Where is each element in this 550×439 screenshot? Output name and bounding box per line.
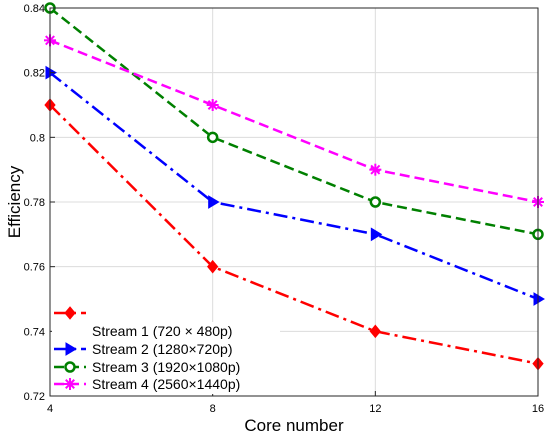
series-4 <box>44 34 544 208</box>
legend-label: Stream 3 (1920×1080p) <box>92 359 240 375</box>
x-tick-label: 8 <box>210 403 216 415</box>
data-point <box>369 163 382 176</box>
x-tick-label: 4 <box>47 403 53 415</box>
legend-label: Stream 1 (720 × 480p) <box>92 323 232 339</box>
data-point <box>206 131 219 144</box>
y-tick-label: 0.78 <box>24 197 45 209</box>
legend-entry-4: Stream 4 (2560×1440p) <box>54 376 240 392</box>
series-3 <box>44 2 544 241</box>
y-axis-label: Efficiency <box>5 165 24 238</box>
x-tick-label: 16 <box>532 403 544 415</box>
data-point <box>370 227 383 242</box>
x-tick-label: 12 <box>369 403 381 415</box>
legend: Stream 1 (720 × 480p) Stream 2 (1280×720p… <box>52 306 280 394</box>
series-2 <box>45 65 545 306</box>
series-1 <box>44 98 544 371</box>
series-line <box>49 39 539 204</box>
legend-marker <box>65 342 77 356</box>
legend-marker <box>64 306 76 320</box>
data-point <box>207 259 219 274</box>
x-axis-label: Core number <box>244 416 344 435</box>
legend-entry-2: Stream 2 (1280×720p) <box>54 341 232 357</box>
series-line <box>49 7 539 236</box>
data-point <box>369 324 381 339</box>
tick-layer: 4 8 12 16 0.72 0.74 0.76 0.78 0.8 0.82 0.84 <box>24 3 545 415</box>
asterisk-stroke <box>65 379 75 389</box>
data-point <box>369 196 382 208</box>
y-tick-label: 0.82 <box>24 68 45 80</box>
y-tick-label: 0.74 <box>24 326 45 338</box>
series-layer <box>44 2 545 371</box>
y-tick-label: 0.84 <box>24 3 45 15</box>
legend-label: Stream 4 (2560×1440p) <box>92 376 240 392</box>
series-line <box>49 71 539 301</box>
y-tick-label: 0.72 <box>24 391 45 403</box>
data-point <box>533 292 545 306</box>
data-point <box>208 195 220 209</box>
y-tick-label: 0.76 <box>24 262 45 274</box>
legend-marker <box>64 378 76 390</box>
legend-marker <box>64 361 76 373</box>
legend-entry-1: Stream 1 (720 × 480p) <box>54 306 232 339</box>
asterisk-stroke <box>370 164 381 175</box>
legend-label: Stream 2 (1280×720p) <box>92 341 232 357</box>
asterisk-stroke <box>207 100 218 110</box>
data-point <box>206 99 219 111</box>
y-tick-label: 0.8 <box>30 132 45 144</box>
legend-box <box>52 322 280 394</box>
legend-entry-3: Stream 3 (1920×1080p) <box>54 359 240 375</box>
series-line <box>49 104 539 365</box>
